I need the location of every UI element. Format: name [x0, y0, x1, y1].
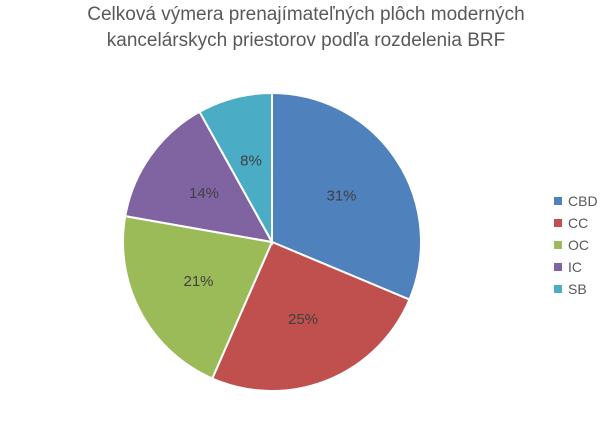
legend-label-cc: CC	[568, 215, 589, 231]
data-label-sb: 8%	[240, 153, 262, 170]
chart-title: Celková výmera prenajímateľných plôch mo…	[0, 2, 612, 54]
legend-item-cc: CC	[554, 212, 598, 234]
legend-label-ic: IC	[568, 259, 582, 275]
legend-label-oc: OC	[568, 237, 589, 253]
data-label-cbd: 31%	[326, 187, 356, 204]
legend-item-sb: SB	[554, 278, 598, 300]
legend-swatch-cc	[554, 219, 562, 227]
legend-label-cbd: CBD	[568, 193, 598, 209]
data-label-ic: 14%	[189, 185, 219, 202]
legend-item-cbd: CBD	[554, 190, 598, 212]
pie-slice-cbd	[271, 91, 422, 301]
pie-slice-cc	[210, 240, 411, 392]
data-label-oc: 21%	[183, 273, 213, 290]
pie-slice-sb	[198, 91, 273, 246]
legend-swatch-oc	[554, 241, 562, 249]
chart-title-line-2: kancelárskych priestorov podľa rozdeleni…	[106, 30, 506, 51]
pie-slice-oc	[122, 214, 274, 380]
legend-swatch-sb	[554, 285, 562, 293]
legend-swatch-ic	[554, 263, 562, 271]
pie-slice-ic	[124, 110, 274, 244]
legend-item-oc: OC	[554, 234, 598, 256]
legend-swatch-cbd	[554, 197, 562, 205]
data-label-cc: 25%	[288, 311, 318, 328]
legend: CBD CC OC IC SB	[554, 190, 598, 300]
chart-title-line-1: Celková výmera prenajímateľných plôch mo…	[87, 4, 525, 25]
legend-label-sb: SB	[568, 281, 587, 297]
legend-item-ic: IC	[554, 256, 598, 278]
